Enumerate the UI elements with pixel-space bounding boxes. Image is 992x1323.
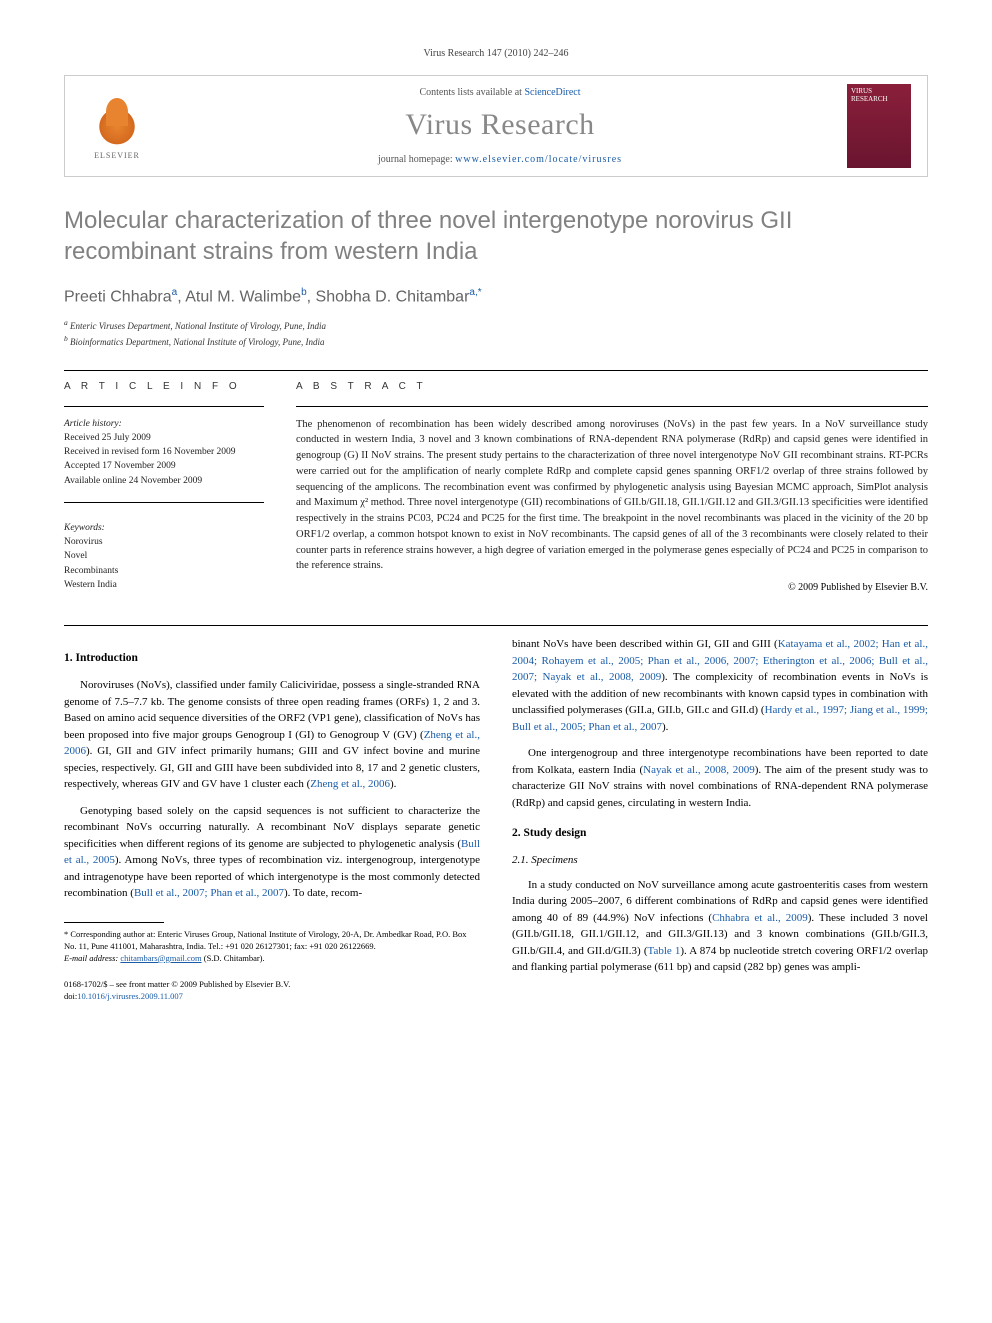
footer-meta: 0168-1702/$ – see front matter © 2009 Pu…	[64, 979, 480, 1003]
homepage-prefix: journal homepage:	[378, 154, 455, 165]
abstract-divider	[296, 406, 928, 407]
aff-sup-b: b	[64, 334, 68, 343]
column-right: binant NoVs have been described within G…	[512, 636, 928, 1002]
journal-header-box: ELSEVIER Contents lists available at Sci…	[64, 75, 928, 177]
contents-prefix: Contents lists available at	[419, 87, 524, 98]
affiliation-b: Bioinformatics Department, National Inst…	[70, 337, 324, 347]
cite-chhabra[interactable]: Chhabra et al., 2009	[712, 912, 808, 924]
header-citation: Virus Research 147 (2010) 242–246	[64, 48, 928, 59]
author-1: Preeti Chhabra	[64, 289, 172, 306]
intro-p3: binant NoVs have been described within G…	[512, 636, 928, 735]
p3c-text: ).	[662, 721, 668, 733]
keywords-label: Keywords:	[64, 521, 264, 535]
elsevier-logo: ELSEVIER	[81, 84, 153, 168]
elsevier-tree-icon	[89, 93, 145, 149]
received-date: Received 25 July 2009	[64, 431, 264, 445]
info-divider-2	[64, 502, 264, 503]
accepted-date: Accepted 17 November 2009	[64, 459, 264, 473]
keyword-1: Norovirus	[64, 535, 264, 549]
footnote-divider	[64, 922, 164, 923]
affiliation-a: Enteric Viruses Department, National Ins…	[70, 321, 326, 331]
section-2-heading: 2. Study design	[512, 825, 928, 842]
p1c-text: ).	[390, 778, 396, 790]
section-21-heading: 2.1. Specimens	[512, 852, 928, 869]
author-2: Atul M. Walimbe	[185, 289, 301, 306]
info-heading: A R T I C L E I N F O	[64, 381, 264, 392]
issn-line: 0168-1702/$ – see front matter © 2009 Pu…	[64, 979, 480, 991]
divider-top	[64, 370, 928, 371]
keyword-2: Novel	[64, 549, 264, 563]
email-suffix: (S.D. Chitambar).	[204, 953, 265, 963]
history-label: Article history:	[64, 417, 264, 431]
cite-table1[interactable]: Table 1	[648, 945, 681, 957]
online-date: Available online 24 November 2009	[64, 474, 264, 488]
p2-text: Genotyping based solely on the capsid se…	[64, 805, 480, 850]
affiliations: a Enteric Viruses Department, National I…	[64, 317, 928, 350]
article-info-block: A R T I C L E I N F O Article history: R…	[64, 381, 264, 594]
keyword-3: Recombinants	[64, 564, 264, 578]
p1b-text: ). GI, GII and GIV infect primarily huma…	[64, 745, 480, 790]
journal-cover-thumbnail: VIRUS RESEARCH	[847, 84, 911, 168]
article-title: Molecular characterization of three nove…	[64, 205, 928, 267]
author-3: Shobha D. Chitambar	[316, 289, 470, 306]
revised-date: Received in revised form 16 November 200…	[64, 445, 264, 459]
email-link[interactable]: chitambars@gmail.com	[120, 953, 201, 963]
info-divider-1	[64, 406, 264, 407]
abstract-heading: A B S T R A C T	[296, 381, 928, 392]
intro-p2: Genotyping based solely on the capsid se…	[64, 803, 480, 902]
corresponding-footnote: * Corresponding author at: Enteric Virus…	[64, 929, 480, 965]
contents-line: Contents lists available at ScienceDirec…	[153, 87, 847, 98]
publisher-label: ELSEVIER	[94, 151, 140, 160]
authors-line: Preeti Chhabraa, Atul M. Walimbeb, Shobh…	[64, 287, 928, 306]
corr-text: * Corresponding author at: Enteric Virus…	[64, 929, 480, 953]
section-1-heading: 1. Introduction	[64, 650, 480, 667]
sciencedirect-link[interactable]: ScienceDirect	[524, 87, 580, 98]
cite-zheng-2[interactable]: Zheng et al., 2006	[310, 778, 390, 790]
p3a-text: binant NoVs have been described within G…	[512, 638, 778, 650]
cite-nayak[interactable]: Nayak et al., 2008, 2009	[643, 764, 755, 776]
cite-bull-phan[interactable]: Bull et al., 2007; Phan et al., 2007	[134, 887, 284, 899]
author-2-sup: b	[301, 287, 307, 298]
doi-prefix: doi:	[64, 991, 77, 1001]
doi-link[interactable]: 10.1016/j.virusres.2009.11.007	[77, 991, 183, 1001]
aff-sup-a: a	[64, 318, 68, 327]
journal-homepage-line: journal homepage: www.elsevier.com/locat…	[153, 154, 847, 165]
specimens-p1: In a study conducted on NoV surveillance…	[512, 877, 928, 976]
email-label: E-mail address:	[64, 953, 118, 963]
column-left: 1. Introduction Noroviruses (NoVs), clas…	[64, 636, 480, 1002]
p2c-text: ). To date, recom-	[284, 887, 362, 899]
intro-p1: Noroviruses (NoVs), classified under fam…	[64, 677, 480, 793]
journal-name: Virus Research	[153, 108, 847, 142]
homepage-link[interactable]: www.elsevier.com/locate/virusres	[455, 154, 622, 165]
keyword-4: Western India	[64, 578, 264, 592]
author-1-sup: a	[172, 287, 178, 298]
author-3-sup: a,*	[469, 287, 481, 298]
p1-text: Noroviruses (NoVs), classified under fam…	[64, 679, 480, 741]
copyright-line: © 2009 Published by Elsevier B.V.	[296, 582, 928, 593]
intro-p4: One intergenogroup and three intergenoty…	[512, 745, 928, 811]
abstract-block: A B S T R A C T The phenomenon of recomb…	[296, 381, 928, 594]
abstract-text: The phenomenon of recombination has been…	[296, 417, 928, 575]
cover-text: VIRUS RESEARCH	[851, 88, 907, 103]
divider-mid	[64, 625, 928, 626]
